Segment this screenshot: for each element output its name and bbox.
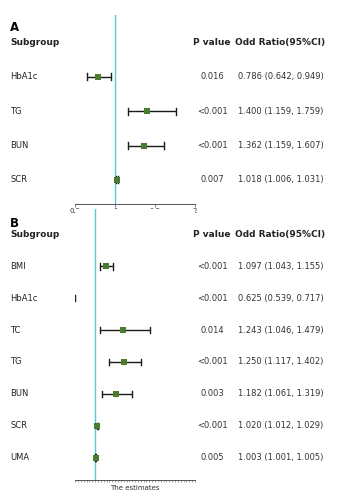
Text: 1.018 (1.006, 1.031): 1.018 (1.006, 1.031) [238, 176, 323, 184]
Text: 0.014: 0.014 [200, 326, 224, 334]
Text: <0.001: <0.001 [197, 422, 227, 430]
Text: TG: TG [10, 106, 22, 116]
Text: 1.362 (1.159, 1.607): 1.362 (1.159, 1.607) [238, 141, 323, 150]
Text: 0.003: 0.003 [200, 390, 224, 398]
Text: <0.001: <0.001 [197, 294, 227, 302]
X-axis label: The estimates: The estimates [110, 485, 160, 491]
Text: 0.005: 0.005 [200, 453, 224, 462]
Text: SCR: SCR [10, 422, 27, 430]
Text: TG: TG [10, 358, 22, 366]
Text: Subgroup: Subgroup [10, 38, 60, 47]
Text: 1.182 (1.061, 1.319): 1.182 (1.061, 1.319) [238, 390, 323, 398]
Text: <0.001: <0.001 [197, 358, 227, 366]
Text: 0.016: 0.016 [200, 72, 224, 82]
Text: SCR: SCR [10, 176, 27, 184]
Text: <0.001: <0.001 [197, 262, 227, 271]
Text: Subgroup: Subgroup [10, 230, 60, 239]
Text: <0.001: <0.001 [197, 141, 227, 150]
Text: 1.400 (1.159, 1.759): 1.400 (1.159, 1.759) [238, 106, 323, 116]
Text: 1.250 (1.117, 1.402): 1.250 (1.117, 1.402) [238, 358, 323, 366]
Text: B: B [10, 217, 19, 230]
X-axis label: The estimates: The estimates [110, 216, 160, 222]
Text: BUN: BUN [10, 141, 29, 150]
Text: BMI: BMI [10, 262, 26, 271]
Text: 0.007: 0.007 [200, 176, 224, 184]
Text: P value: P value [193, 230, 231, 239]
Text: Odd Ratio(95%CI): Odd Ratio(95%CI) [235, 230, 326, 239]
Text: 1.097 (1.043, 1.155): 1.097 (1.043, 1.155) [238, 262, 323, 271]
Text: UMA: UMA [10, 453, 29, 462]
Text: 1.003 (1.001, 1.005): 1.003 (1.001, 1.005) [238, 453, 323, 462]
Text: P value: P value [193, 38, 231, 47]
Text: HbA1c: HbA1c [10, 72, 38, 82]
Text: 1.020 (1.012, 1.029): 1.020 (1.012, 1.029) [238, 422, 323, 430]
Text: Odd Ratio(95%CI): Odd Ratio(95%CI) [235, 38, 326, 47]
Text: BUN: BUN [10, 390, 29, 398]
Text: A: A [10, 20, 19, 34]
Text: 0.625 (0.539, 0.717): 0.625 (0.539, 0.717) [238, 294, 323, 302]
Text: TC: TC [10, 326, 21, 334]
Text: HbA1c: HbA1c [10, 294, 38, 302]
Text: 1.243 (1.046, 1.479): 1.243 (1.046, 1.479) [238, 326, 323, 334]
Text: 0.786 (0.642, 0.949): 0.786 (0.642, 0.949) [238, 72, 323, 82]
Text: <0.001: <0.001 [197, 106, 227, 116]
